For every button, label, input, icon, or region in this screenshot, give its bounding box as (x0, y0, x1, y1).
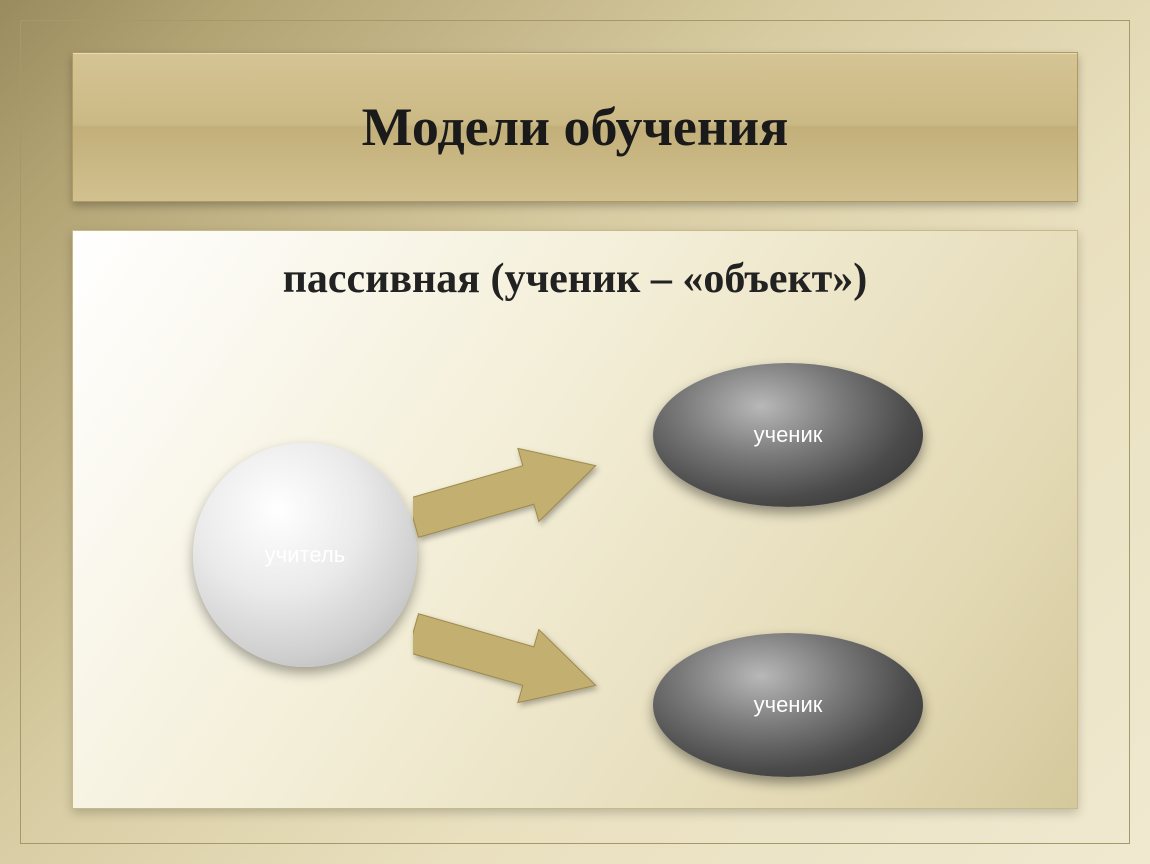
slide-subtitle: пассивная (ученик – «объект») (73, 255, 1077, 303)
node-student-1: ученик (653, 363, 923, 507)
diagram: учитель ученик ученик (73, 323, 1077, 763)
node-student-1-label: ученик (754, 422, 823, 448)
slide-title: Модели обучения (362, 96, 789, 158)
node-student-2-label: ученик (754, 692, 823, 718)
slide: Модели обучения пассивная (ученик – «объ… (0, 0, 1150, 864)
content-box: пассивная (ученик – «объект») учитель уч… (72, 230, 1078, 809)
node-teacher: учитель (193, 443, 417, 667)
arrow-teacher-student2 (413, 603, 633, 713)
node-student-2: ученик (653, 633, 923, 777)
arrow-teacher-student1 (413, 438, 633, 548)
node-teacher-label: учитель (265, 542, 345, 568)
title-bar: Модели обучения (72, 52, 1078, 202)
